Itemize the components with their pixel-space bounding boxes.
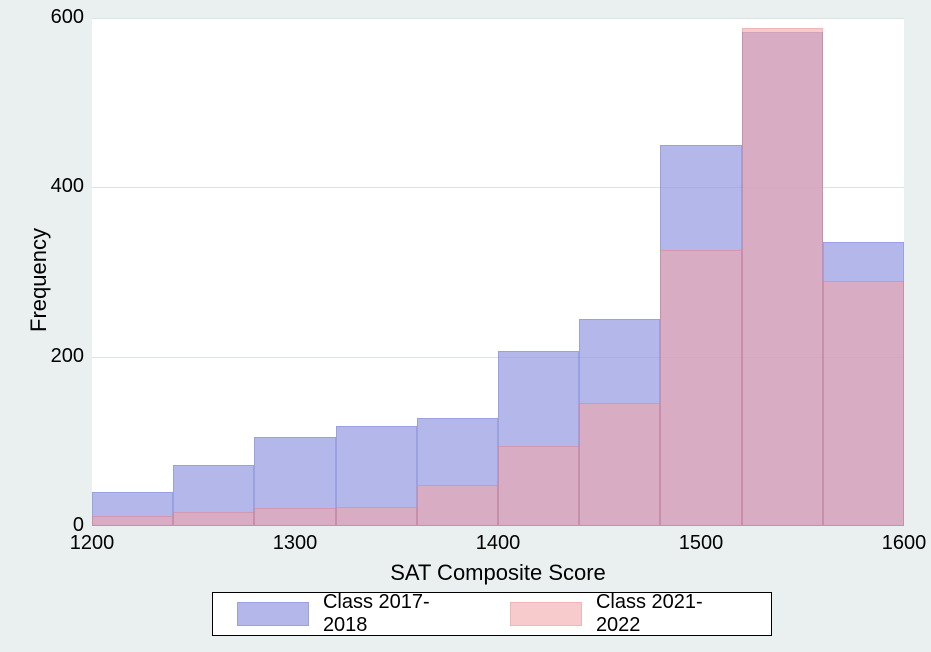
legend-swatch (237, 602, 309, 626)
legend-entry: Class 2017-2018 (237, 591, 474, 637)
y-tick-label: 600 (51, 6, 84, 29)
histogram-bar (498, 446, 579, 526)
gridline (92, 18, 904, 19)
y-axis-title: Frequency (26, 228, 52, 332)
x-tick-label: 1500 (673, 532, 729, 555)
x-axis-title: SAT Composite Score (92, 560, 904, 586)
x-tick-label: 1200 (64, 532, 120, 555)
histogram-bar (173, 512, 254, 526)
legend-label: Class 2017-2018 (323, 591, 474, 637)
x-tick-label: 1400 (470, 532, 526, 555)
histogram-bar (92, 516, 173, 526)
chart-legend: Class 2017-2018 Class 2021-2022 (212, 592, 772, 636)
histogram-bar (823, 281, 904, 526)
y-tick-label: 200 (51, 345, 84, 368)
histogram-bar (579, 403, 660, 526)
legend-swatch (510, 602, 582, 626)
legend-label: Class 2021-2022 (596, 591, 747, 637)
histogram-bar (417, 485, 498, 526)
histogram-bar (336, 507, 417, 526)
histogram-bar (742, 28, 823, 526)
histogram-bar (660, 250, 741, 526)
chart-plot-area (92, 18, 904, 526)
x-tick-label: 1600 (876, 532, 931, 555)
legend-entry: Class 2021-2022 (510, 591, 747, 637)
y-tick-label: 400 (51, 175, 84, 198)
histogram-bar (254, 508, 335, 526)
chart-container: Frequency SAT Composite Score Class 2017… (0, 0, 931, 652)
x-tick-label: 1300 (267, 532, 323, 555)
